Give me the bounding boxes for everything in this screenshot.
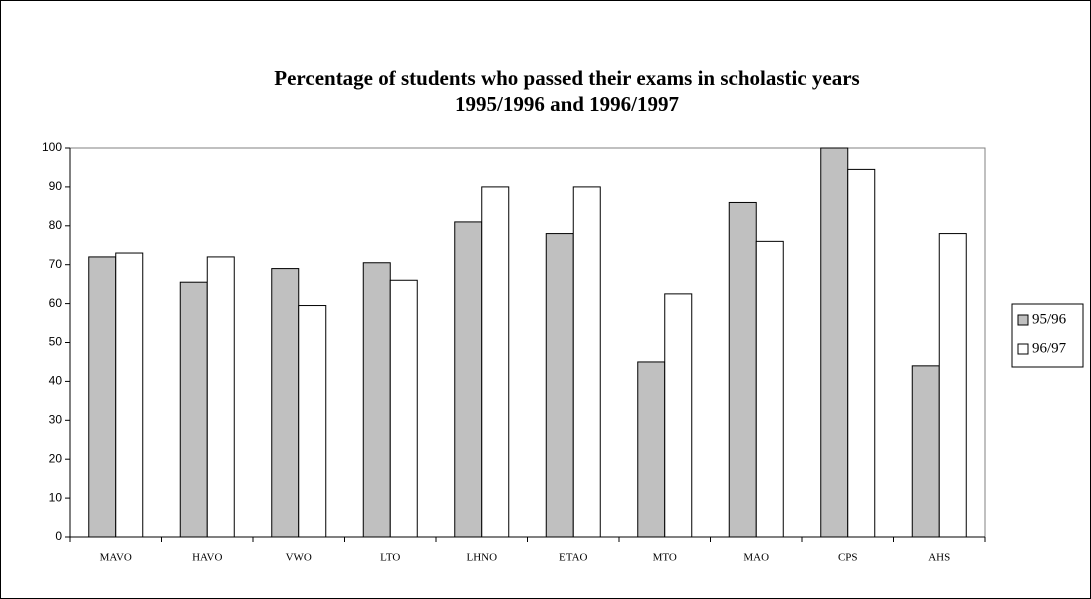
x-tick-label: VWO bbox=[286, 552, 312, 564]
x-tick-label: MAVO bbox=[100, 552, 132, 564]
bar bbox=[362, 262, 391, 538]
x-tick-label: LHNO bbox=[466, 552, 497, 564]
legend-swatch bbox=[1017, 343, 1029, 355]
y-tick-label: 90 bbox=[49, 179, 63, 193]
bar bbox=[847, 168, 876, 538]
bar bbox=[820, 147, 849, 538]
bar bbox=[179, 281, 208, 538]
bar bbox=[454, 221, 483, 538]
y-tick-label: 40 bbox=[49, 374, 63, 388]
chart-title: 1995/1996 and 1996/1997 bbox=[455, 92, 679, 116]
x-tick-label: AHS bbox=[928, 552, 950, 564]
bar bbox=[664, 293, 693, 538]
bar bbox=[572, 186, 601, 538]
bar bbox=[755, 240, 784, 538]
bar bbox=[545, 233, 574, 538]
legend-label: 95/96 bbox=[1032, 311, 1067, 327]
y-tick-label: 20 bbox=[49, 451, 63, 465]
x-tick-label: ETAO bbox=[559, 552, 588, 564]
y-tick-label: 60 bbox=[49, 296, 63, 310]
bar bbox=[88, 256, 117, 538]
bar bbox=[271, 268, 300, 538]
x-tick-label: CPS bbox=[838, 552, 858, 564]
legend-swatch bbox=[1017, 314, 1029, 326]
x-tick-label: MTO bbox=[653, 552, 677, 564]
y-tick-label: 50 bbox=[49, 335, 63, 349]
x-tick-label: HAVO bbox=[192, 552, 222, 564]
y-tick-label: 30 bbox=[49, 412, 63, 426]
bar bbox=[389, 279, 418, 538]
y-tick-label: 0 bbox=[55, 529, 62, 543]
x-tick-label: MAO bbox=[743, 552, 769, 564]
chart-title: Percentage of students who passed their … bbox=[274, 66, 859, 90]
y-tick-label: 100 bbox=[42, 140, 62, 154]
y-tick-label: 80 bbox=[49, 218, 63, 232]
legend-label: 96/97 bbox=[1032, 340, 1067, 356]
bar bbox=[206, 256, 235, 538]
bar bbox=[938, 233, 967, 538]
y-tick-label: 10 bbox=[49, 490, 63, 504]
bar bbox=[637, 361, 666, 538]
bar bbox=[298, 305, 327, 538]
bar bbox=[481, 186, 510, 538]
x-tick-label: LTO bbox=[380, 552, 400, 564]
bar bbox=[911, 365, 940, 538]
y-tick-label: 70 bbox=[49, 257, 63, 271]
bar bbox=[728, 201, 757, 538]
bar bbox=[115, 252, 144, 538]
